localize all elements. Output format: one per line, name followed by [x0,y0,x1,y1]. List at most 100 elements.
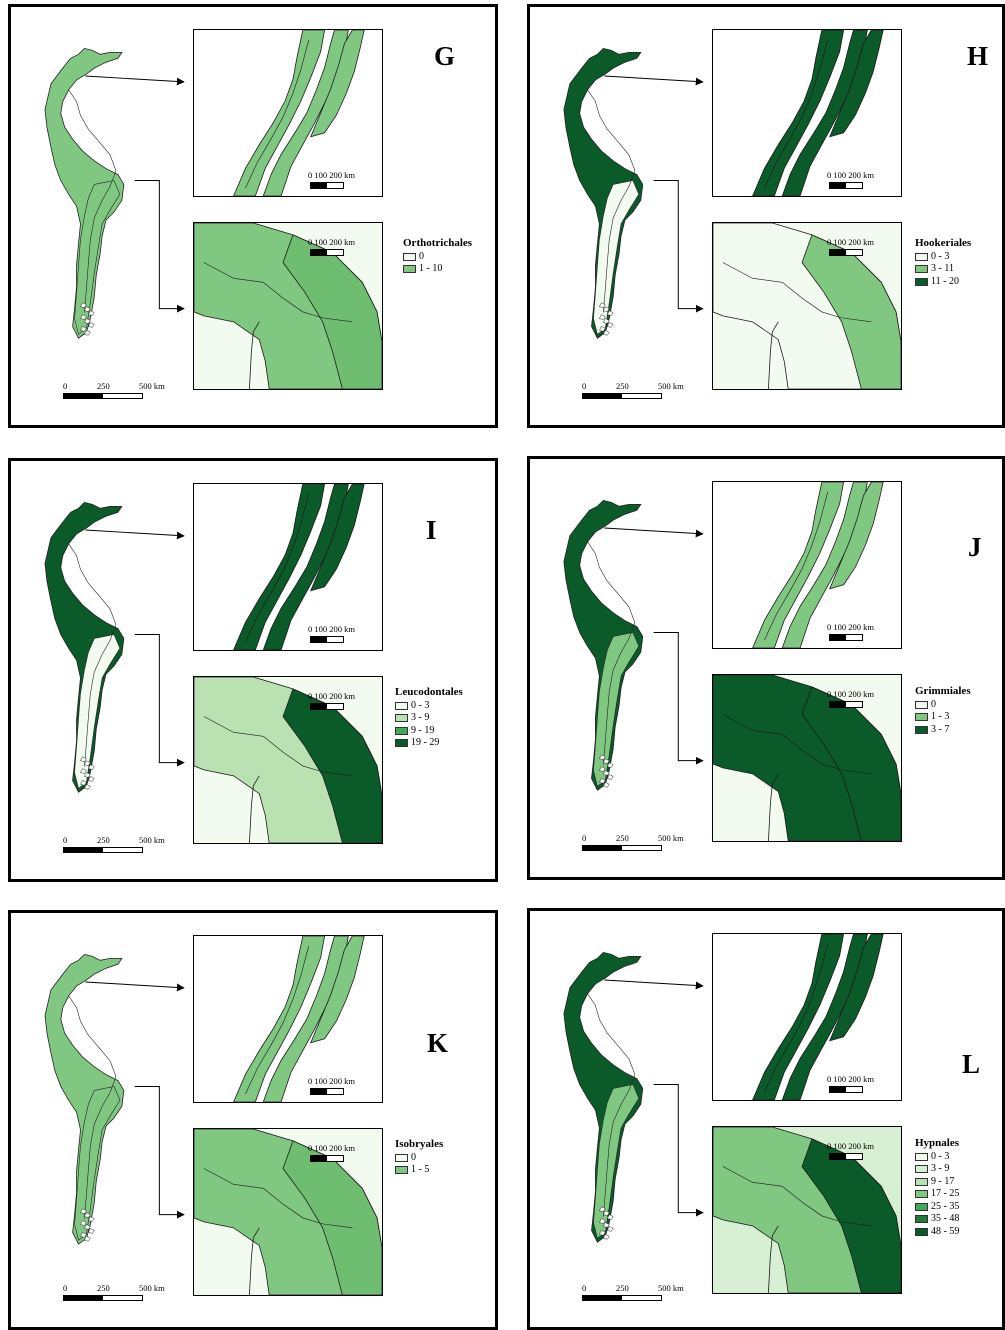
south-inset-boundary [203,1168,353,1229]
south-inset-coastline [249,321,260,389]
island-fragment [84,784,91,790]
scale-bar-graphic [63,847,143,853]
south-inset-boundary [203,262,353,323]
legend-item: 0 - 3 [915,251,971,264]
scale-label-0: 0 [582,381,587,391]
legend-title: Hookeriales [915,237,972,249]
island-fragment [88,776,95,782]
island-fragment [606,322,614,328]
north-inset-map: 0 100 200 km [712,481,902,649]
overview-internal-boundary [68,89,117,313]
overview-map-shape [563,499,644,791]
island-fragment [602,318,610,324]
island-fragment [602,306,610,312]
north-inset-region [262,936,349,1102]
legend-label: 1 - 10 [419,263,443,274]
panel-letter: I [426,515,437,545]
north-inset-region [752,934,845,1100]
legend-item: 0 - 3 [395,700,463,713]
scale-label-250: 250 [616,833,629,843]
overview-map-shape [44,953,125,1245]
legend-label: 0 - 3 [931,250,950,262]
north-inset-scale-bar [310,182,344,189]
island-fragment [602,330,610,336]
scale-label-500: 500 km [139,1283,165,1293]
north-inset-region [829,482,884,590]
south-inset-secondary-region [801,686,901,841]
island-fragment [599,1218,606,1224]
north-inset-region [752,30,845,196]
north-inset-scale-label: 0 100 200 km [308,624,355,634]
north-inset-region [752,482,845,648]
north-inset-region [310,30,365,138]
north-inset-region [829,30,884,138]
island-fragment [602,782,610,788]
south-inset-map: 0 100 200 km [193,676,383,844]
legend-swatch [915,1190,928,1199]
scale-label-250: 250 [97,1283,110,1293]
north-inset-boundary [764,39,829,189]
scale-label-500: 500 km [658,833,684,843]
legend-item: 9 - 19 [395,725,463,738]
north-inset-region [262,30,349,196]
overview-scale-bar: 0 250 500 km [582,1283,702,1303]
legend-item: 48 - 59 [915,1226,959,1239]
legend-label: 0 - 3 [411,699,430,711]
legend-item: 11 - 20 [915,276,971,289]
north-inset-region [310,484,365,592]
legend-swatch [395,726,408,735]
scale-bar-graphic [582,393,662,399]
island-fragment [602,1210,610,1216]
island-fragment [602,758,610,764]
arrow-to-north-inset [85,529,185,540]
legend-item: 3 - 9 [395,712,463,725]
island-fragment [84,1235,91,1242]
north-inset-scale-bar [310,1088,344,1095]
island-fragment [599,302,606,308]
legend-item: 17 - 25 [915,1188,959,1201]
north-inset-boundary [245,493,310,643]
south-inset-scale-label: 0 100 200 km [308,691,355,701]
scale-label-500: 500 km [658,1283,684,1293]
north-inset-scale-label: 0 100 200 km [827,170,874,180]
north-inset-region [829,934,884,1042]
scale-label-0: 0 [63,1283,68,1293]
legend-item: 0 [403,251,472,264]
south-inset-coastline [249,1227,260,1295]
overview-scale-bar: 0 250 500 km [582,833,702,853]
scale-label-0: 0 [63,381,68,391]
legend-swatch [915,265,928,274]
legend-swatch [915,1165,928,1174]
legend-title: Orthotrichales [403,237,473,249]
legend-item: 3 - 7 [915,724,971,737]
island-fragment [599,1230,606,1236]
legend-title: Isobryales [395,1138,444,1150]
island-fragment [599,754,606,760]
island-fragment [599,314,606,320]
legend-swatch [915,277,928,286]
legend-swatch [395,739,408,748]
south-inset-map: 0 100 200 km [712,222,902,390]
island-fragment [599,766,606,772]
panel-letter: J [968,532,982,562]
north-inset-region [233,936,326,1102]
south-inset-coastline [768,1225,779,1293]
legend-item: 1 - 3 [915,711,971,724]
map-panel-i: 0 100 200 km 0 100 200 km I Leucodontales 0 … [8,458,498,882]
legend-swatch [915,725,928,734]
arrow-to-north-inset [604,527,704,538]
legend-label: 3 - 7 [931,723,950,735]
overview-map-shape [44,501,125,793]
legend-label: 9 - 19 [411,724,435,736]
legend-item: 0 - 3 [915,1151,959,1164]
north-inset-region [781,30,868,196]
legend-swatch [395,701,408,710]
legend-label: 0 [411,1151,416,1163]
island-fragment [84,306,91,312]
arrow-to-south-inset [134,634,185,767]
legend-item: 0 [395,1152,443,1165]
overview-map [44,953,185,1245]
legend-label: 3 - 9 [411,712,430,723]
